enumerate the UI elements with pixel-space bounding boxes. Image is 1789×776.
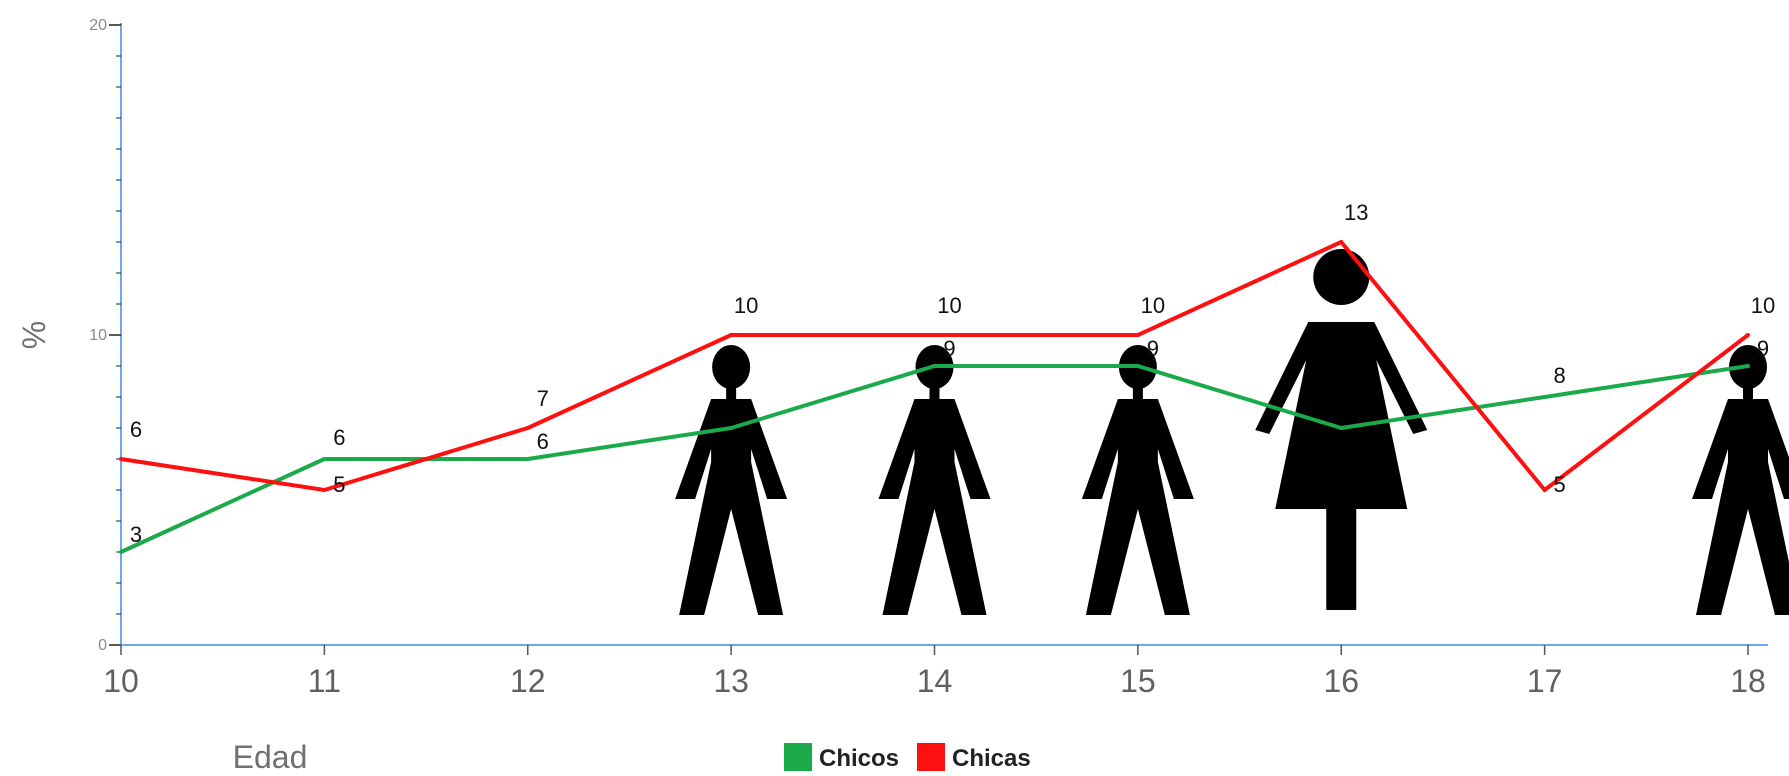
pictogram-layer (675, 249, 1789, 615)
x-tick-label: 18 (1730, 663, 1766, 699)
data-label-chicos: 9 (943, 336, 955, 361)
y-tick-label: 10 (89, 327, 107, 344)
series-layer (119, 240, 1750, 554)
data-point-chicos (119, 550, 123, 554)
legend: Chicos Chicas (784, 743, 1031, 772)
data-point-chicos (1542, 395, 1547, 399)
data-label-chicas: 10 (1141, 293, 1165, 318)
data-point-chicos (1339, 426, 1344, 430)
data-point-chicos (932, 364, 937, 368)
girl-icon (1255, 249, 1428, 610)
data-label-chicas: 10 (734, 293, 758, 318)
data-label-chicos: 6 (537, 429, 549, 454)
data-point-chicos (729, 426, 734, 430)
data-point-chicas (932, 333, 937, 337)
data-point-chicas (525, 426, 530, 430)
data-label-chicos: 6 (333, 425, 345, 450)
data-point-chicas (1746, 333, 1750, 337)
y-tick-label: 0 (98, 637, 107, 654)
legend-label-chicos: Chicos (819, 745, 899, 772)
data-point-chicos (1746, 364, 1750, 368)
boy-icon (675, 345, 788, 615)
data-point-chicas (1135, 333, 1140, 337)
axes: 0 10 20 10 11 12 13 14 15 16 17 18 (89, 17, 1768, 699)
x-tick-label: 17 (1527, 663, 1563, 699)
data-label-chicas: 13 (1344, 200, 1368, 225)
y-tick-label: 20 (89, 17, 107, 34)
x-tick-label: 11 (308, 663, 341, 699)
data-label-chicas: 10 (937, 293, 961, 318)
x-tick-label: 12 (510, 663, 546, 699)
legend-label-chicas: Chicas (952, 745, 1031, 772)
data-point-chicas (1542, 488, 1547, 492)
data-point-chicos (322, 457, 327, 461)
legend-swatch-chicas (917, 743, 945, 771)
data-label-chicos: 8 (1554, 363, 1566, 388)
x-tick-label: 13 (713, 663, 749, 699)
data-label-chicos: 9 (1757, 336, 1769, 361)
data-point-chicas (1339, 240, 1344, 244)
x-tick-label: 15 (1120, 663, 1156, 699)
data-point-chicas (322, 488, 327, 492)
data-label-chicas: 7 (537, 386, 549, 411)
boy-icon (1081, 345, 1194, 615)
x-tick-label: 16 (1323, 663, 1359, 699)
y-axis-label: % (16, 321, 52, 349)
boy-icon (1692, 345, 1789, 615)
boy-icon (878, 345, 991, 615)
x-tick-label: 10 (103, 663, 139, 699)
data-point-chicas (729, 333, 734, 337)
data-label-chicas: 5 (333, 472, 345, 497)
data-label-chicas: 6 (130, 417, 142, 442)
data-point-chicos (1135, 364, 1140, 368)
data-label-chicos: 3 (130, 522, 142, 547)
data-label-chicas: 10 (1751, 293, 1775, 318)
x-axis-label: Edad (233, 739, 308, 775)
data-point-chicos (525, 457, 530, 461)
data-label-chicos: 9 (1147, 336, 1159, 361)
data-label-chicas: 5 (1554, 472, 1566, 497)
legend-swatch-chicos (784, 743, 812, 771)
x-tick-label: 14 (917, 663, 953, 699)
data-labels-layer: 3 6 6 9 9 8 9 6 5 7 10 10 10 13 5 10 (130, 200, 1775, 547)
data-point-chicas (119, 457, 123, 461)
